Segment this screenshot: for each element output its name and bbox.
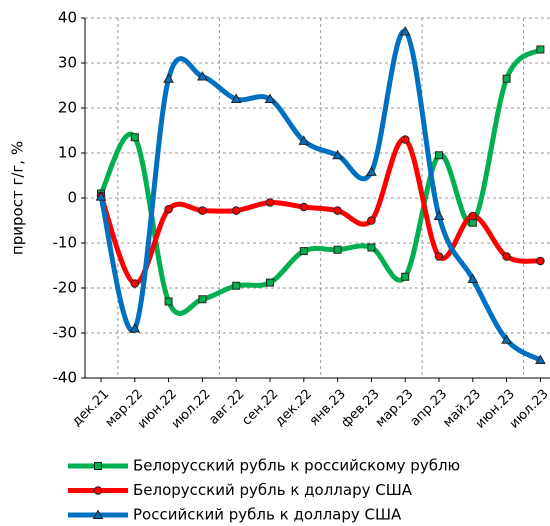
y-tick-label: 10 — [58, 144, 77, 162]
marker — [130, 133, 139, 142]
marker — [231, 206, 241, 215]
marker — [536, 45, 545, 54]
marker — [232, 281, 241, 290]
y-axis-label: прирост г/г, % — [9, 141, 27, 255]
series-line — [98, 28, 542, 363]
marker — [299, 202, 309, 212]
y-tick-label: -40 — [53, 369, 78, 387]
marker — [333, 245, 342, 254]
y-tick-label: 30 — [58, 54, 77, 72]
y-tick-label: 0 — [67, 189, 77, 207]
y-tick-label: 20 — [58, 99, 77, 117]
marker — [435, 151, 443, 160]
marker — [198, 206, 207, 215]
marker — [264, 93, 276, 103]
y-tick-label: 40 — [58, 9, 77, 27]
marker — [198, 295, 207, 304]
marker — [94, 462, 102, 470]
marker — [468, 211, 478, 221]
marker — [164, 204, 173, 214]
y-tick-label: -10 — [53, 234, 78, 252]
marker — [130, 279, 140, 288]
x-tick-label: авг.22 — [206, 387, 247, 428]
marker — [399, 25, 411, 36]
marker — [401, 272, 410, 281]
y-tick-label: -30 — [53, 324, 78, 342]
marker — [501, 334, 512, 344]
marker — [434, 252, 444, 261]
y-tick-label: -20 — [53, 279, 78, 297]
marker — [535, 354, 546, 364]
marker — [266, 278, 274, 287]
marker — [400, 135, 410, 144]
marker — [433, 210, 445, 220]
legend-label: Белорусский рубль к доллару США — [133, 481, 413, 499]
marker — [164, 297, 173, 306]
marker — [163, 73, 174, 83]
marker — [129, 322, 141, 333]
marker — [93, 486, 103, 495]
marker — [536, 256, 545, 266]
marker — [366, 166, 377, 176]
marker — [332, 149, 343, 160]
marker — [230, 93, 242, 103]
marker — [467, 273, 479, 283]
marker — [502, 252, 511, 261]
marker — [92, 509, 104, 519]
legend-label: Российский рубль к доллару США — [133, 506, 402, 524]
x-tick-label: дек.22 — [272, 387, 315, 430]
marker — [502, 74, 511, 83]
marker — [333, 206, 342, 215]
marker — [265, 198, 275, 207]
legend-label: Белорусский рубль к российскому рублю — [133, 457, 460, 475]
marker — [299, 247, 308, 256]
marker — [298, 135, 310, 145]
marker — [367, 216, 376, 225]
x-tick-label: мар.23 — [373, 387, 417, 431]
marker — [197, 70, 208, 81]
marker — [95, 191, 107, 201]
marker — [468, 218, 477, 227]
marker — [367, 243, 376, 252]
